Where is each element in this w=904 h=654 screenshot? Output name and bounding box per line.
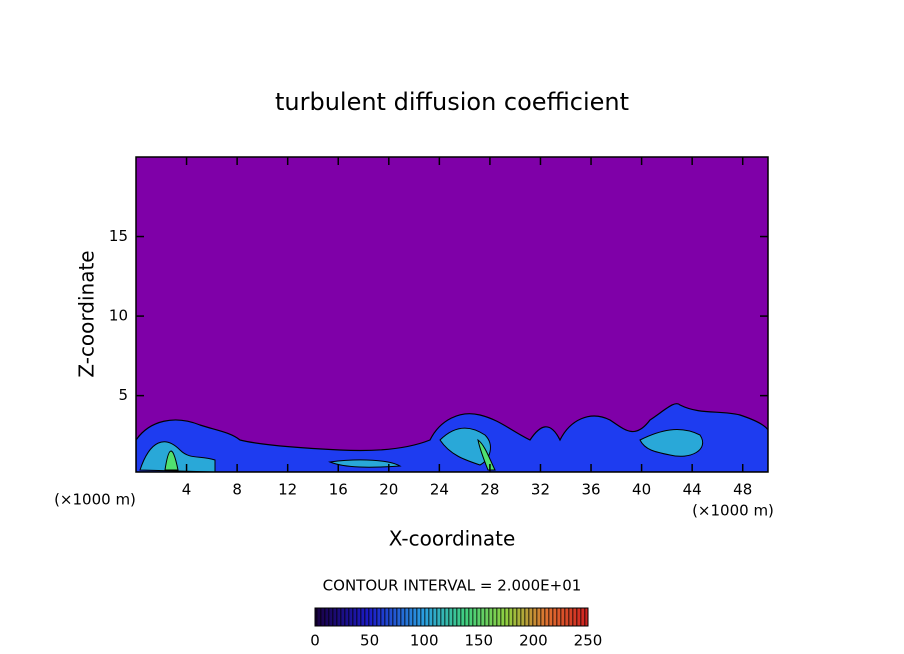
x-tick-label: 16 xyxy=(329,481,348,499)
turbulent-layer xyxy=(136,403,768,472)
x-tick-label: 48 xyxy=(733,481,752,499)
y-tick-label: 5 xyxy=(118,386,128,404)
x-axis-label: X-coordinate xyxy=(389,527,516,551)
x-tick-label: 12 xyxy=(278,481,297,499)
x-tick-label: 44 xyxy=(683,481,702,499)
colorbar-tick-label: 0 xyxy=(310,632,320,650)
colorbar-tick-label: 200 xyxy=(519,632,548,650)
chart-title: turbulent diffusion coefficient xyxy=(275,88,629,116)
colorbar-tick-label: 100 xyxy=(410,632,439,650)
x-tick-label: 28 xyxy=(480,481,499,499)
y-tick-label: 15 xyxy=(109,227,128,245)
colorbar-tick-label: 50 xyxy=(360,632,379,650)
colorbar-contours xyxy=(314,607,589,627)
y-tick-label: 10 xyxy=(109,307,128,325)
x-tick-label: 24 xyxy=(430,481,449,499)
colorbar-tick-label: 150 xyxy=(464,632,493,650)
x-tick-label: 8 xyxy=(232,481,242,499)
x-tick-label: 20 xyxy=(379,481,398,499)
y-axis-label: Z-coordinate xyxy=(75,250,99,377)
x-unit-right: (×1000 m) xyxy=(692,502,774,520)
x-tick-label: 40 xyxy=(632,481,651,499)
x-unit-left: (×1000 m) xyxy=(54,491,136,509)
x-tick-label: 36 xyxy=(581,481,600,499)
colorbar-tick-label: 250 xyxy=(574,632,603,650)
x-tick-label: 32 xyxy=(531,481,550,499)
plot-frame xyxy=(135,156,769,473)
contour-interval: CONTOUR INTERVAL = 2.000E+01 xyxy=(323,577,582,595)
x-tick-label: 4 xyxy=(182,481,192,499)
